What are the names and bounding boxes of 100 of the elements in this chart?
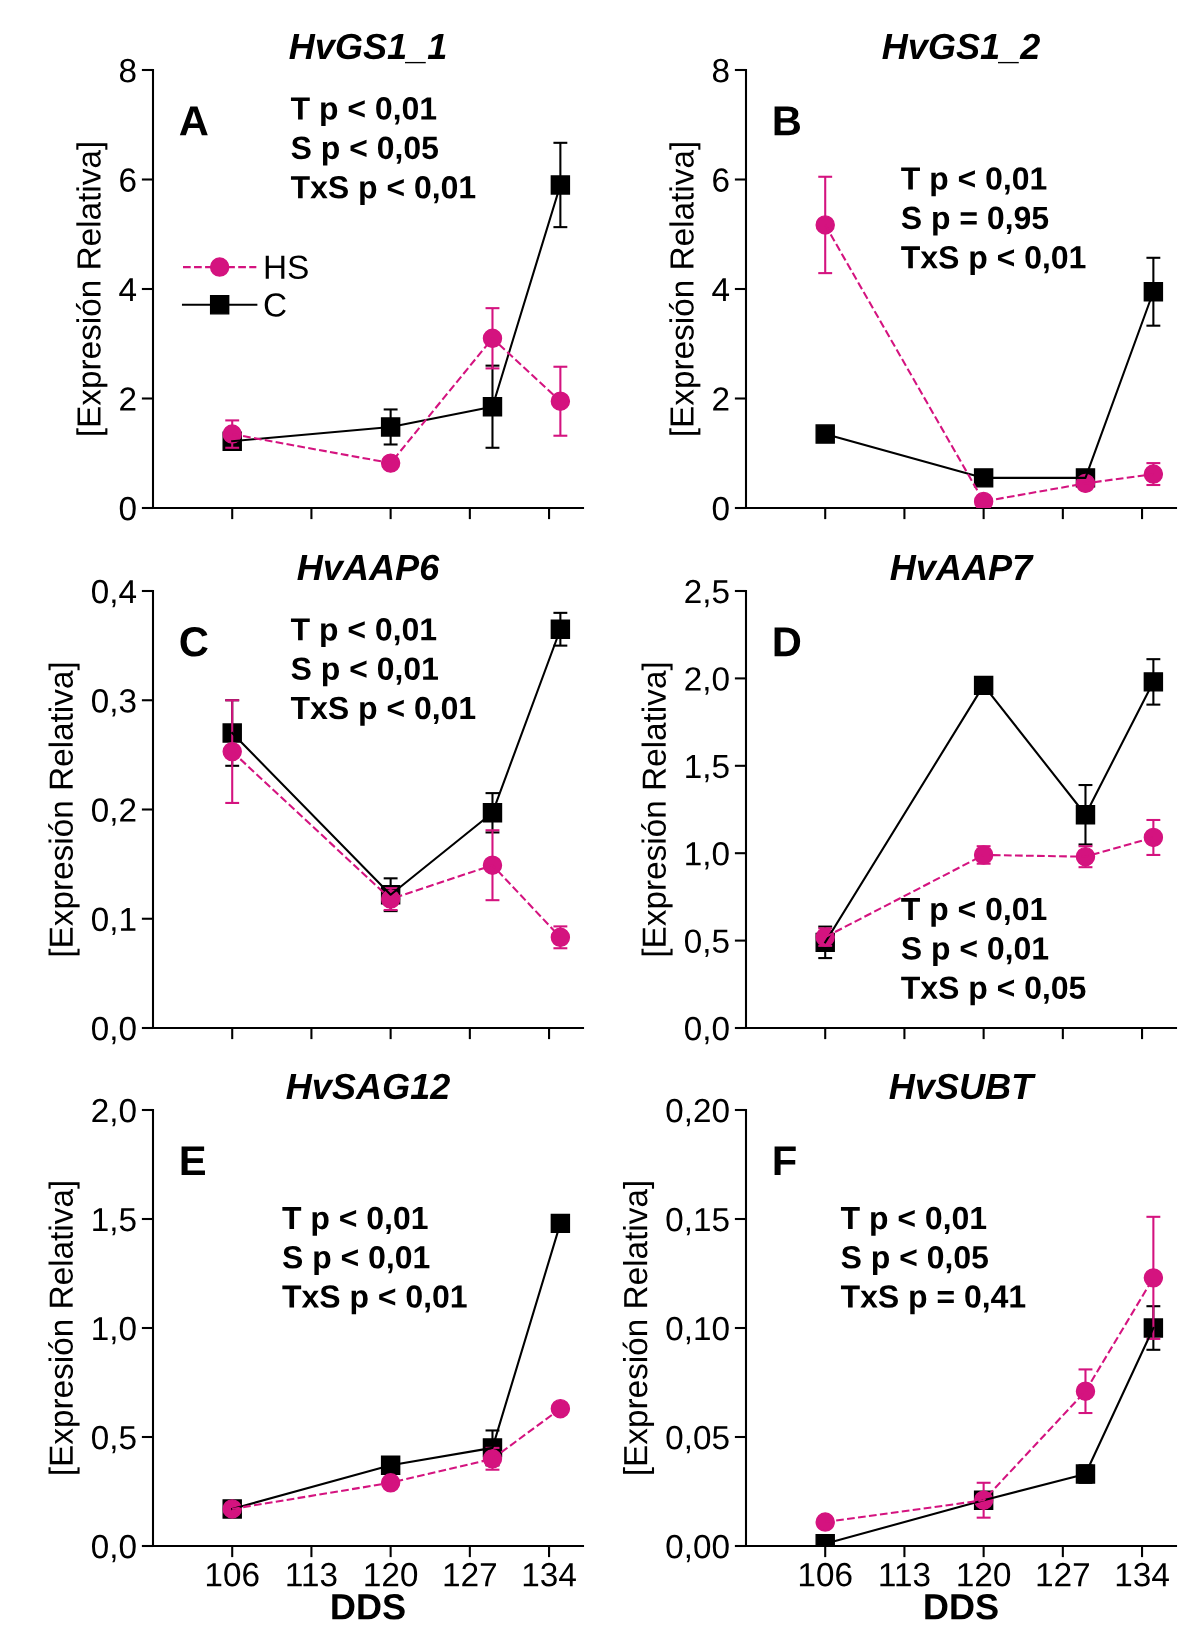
y-tick-label: 2,5 (685, 579, 729, 608)
annotation: T p < 0,01 (282, 1206, 428, 1236)
x-tick-label: 120 (958, 1562, 1011, 1587)
y-tick-label: 0,0 (685, 1016, 729, 1045)
chart-title: HvAAP7 (890, 555, 1034, 580)
point (550, 175, 571, 195)
x-tick-label: 134 (1116, 1562, 1169, 1587)
y-tick-label: 4 (119, 278, 137, 302)
annotation: TxS p = 0,41 (840, 1285, 1026, 1315)
chart-title: HvSAG12 (286, 1073, 450, 1100)
chart-title: HvAAP6 (297, 554, 440, 581)
y-axis-title: [Expresión Relativa] (641, 663, 673, 956)
y-tick-label: 2,0 (92, 1098, 136, 1127)
x-tick-label: 106 (799, 1562, 852, 1587)
annotation: C (180, 627, 208, 657)
y-tick-label: 6 (120, 168, 136, 192)
annotation: A (179, 106, 208, 136)
y-tick-label: 0,5 (92, 1425, 136, 1454)
point (380, 417, 401, 437)
y-tick-label: 8 (119, 58, 136, 83)
y-tick-label: 0,3 (92, 689, 136, 717)
x-tick-label: 120 (365, 1562, 418, 1587)
point (1143, 282, 1164, 302)
y-tick-label: 0,0 (92, 1534, 136, 1563)
annotation: F (774, 1146, 796, 1176)
annotation: TxS p < 0,01 (901, 246, 1086, 275)
annotation: T p < 0,01 (290, 97, 437, 127)
point (222, 424, 242, 444)
annotation: D (774, 627, 801, 657)
y-tick-label: 0,0 (92, 1016, 136, 1045)
point (550, 391, 571, 411)
y-axis-title: [Expresión Relativa] (622, 1182, 655, 1474)
x-tick-label: 106 (206, 1562, 259, 1587)
y-tick-label: 0,10 (666, 1316, 729, 1345)
y-tick-label: 0,15 (666, 1207, 729, 1236)
y-tick-label: 1,5 (686, 754, 729, 783)
annotation: T p < 0,01 (901, 897, 1047, 927)
y-tick-label: 1,0 (686, 842, 729, 870)
annotation: TxS p < 0,01 (282, 1285, 467, 1315)
y-tick-label: 0,1 (92, 907, 136, 936)
annotation: S p < 0,01 (901, 937, 1049, 967)
annotation: TxS p < 0,01 (290, 696, 476, 726)
annotation: S p < 0,01 (291, 657, 438, 687)
y-tick-label: 0,5 (685, 929, 729, 957)
y-tick-label: 0,2 (92, 798, 136, 826)
point (550, 1398, 571, 1419)
annotation: TxS p < 0,01 (290, 175, 476, 205)
y-tick-label: 6 (713, 168, 729, 192)
y-tick-label: 1,5 (93, 1208, 136, 1236)
annotation: T p < 0,01 (901, 167, 1047, 197)
annotation: B (774, 106, 800, 136)
annotation: T p < 0,01 (840, 1206, 987, 1236)
point (1143, 672, 1164, 692)
y-axis-title: [Expresión Relativa] (48, 1182, 80, 1474)
chart-title: HvGS1_1 (289, 33, 446, 64)
x-tick-label: 113 (880, 1562, 930, 1587)
y-tick-label: 0,20 (666, 1098, 729, 1127)
y-tick-label: 2,0 (685, 667, 729, 695)
legend-label: HS (265, 255, 308, 280)
chart-title: HvGS1_2 (882, 33, 1040, 64)
point (380, 453, 401, 473)
y-tick-label: 2 (713, 387, 729, 411)
point (973, 468, 994, 488)
x-tick-label: 127 (1037, 1562, 1089, 1587)
point (815, 1512, 835, 1532)
point (815, 215, 835, 235)
y-axis-title: [Expresión Relativa] (48, 663, 80, 956)
y-tick-label: 0 (119, 496, 136, 521)
point (482, 328, 503, 348)
point (973, 491, 994, 508)
x-tick-label: 113 (287, 1562, 337, 1587)
point (380, 1473, 401, 1493)
point (550, 1213, 571, 1234)
annotation: T p < 0,01 (290, 618, 437, 647)
annotation: S p < 0,01 (282, 1246, 430, 1275)
point (1143, 827, 1164, 848)
y-tick-label: 8 (712, 58, 729, 83)
point (1143, 1268, 1164, 1288)
annotation: E (181, 1146, 205, 1176)
y-tick-label: 1,0 (93, 1316, 136, 1345)
y-tick-label: 2 (120, 387, 136, 411)
annotation: S p < 0,05 (841, 1246, 988, 1275)
annotation: S p = 0,95 (901, 206, 1049, 236)
annotation: TxS p < 0,05 (901, 976, 1086, 1006)
x-tick-label: 127 (444, 1562, 496, 1587)
x-axis-title: DDS (925, 1594, 998, 1620)
x-axis-title: DDS (332, 1594, 405, 1620)
y-tick-label: 0,00 (666, 1534, 729, 1563)
y-tick-label: 0 (712, 496, 729, 521)
annotation: S p < 0,05 (291, 136, 438, 166)
x-tick-label: 134 (523, 1562, 576, 1587)
y-axis-title: [Expresión Relativa] (75, 143, 108, 435)
point (550, 619, 571, 639)
y-tick-label: 0,4 (92, 579, 137, 608)
point (815, 424, 835, 444)
legend-label: C (264, 293, 286, 317)
point (222, 741, 242, 762)
chart-title: HvSUBT (889, 1073, 1036, 1100)
y-tick-label: 0,05 (666, 1425, 729, 1454)
y-tick-label: 4 (712, 278, 730, 302)
